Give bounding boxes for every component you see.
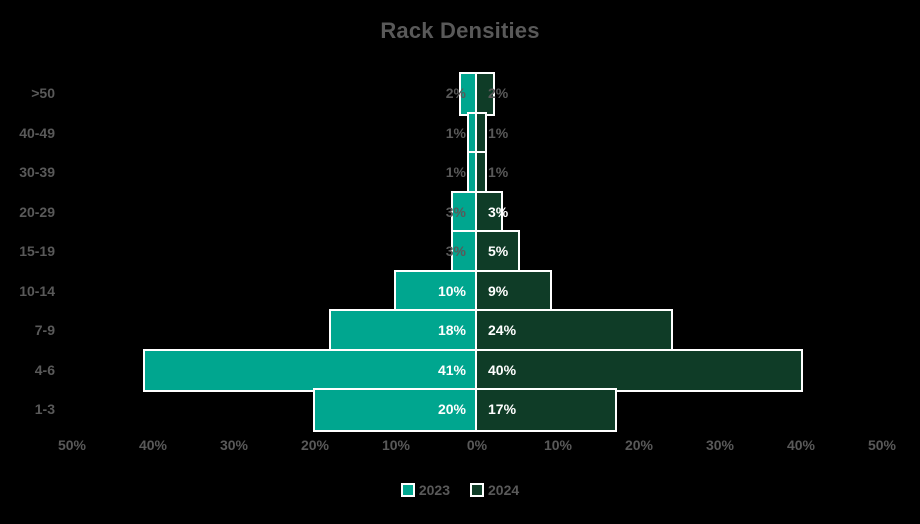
x-tick-label-8: 30% xyxy=(705,437,735,453)
category-label-30-39: 30-39 xyxy=(19,164,55,180)
legend: 2023 2024 xyxy=(0,482,920,498)
data-label-2023->50: 2% xyxy=(445,85,466,101)
legend-swatch-2024-icon xyxy=(470,483,484,497)
category-label-20-29: 20-29 xyxy=(19,203,55,220)
legend-swatch-2023-icon xyxy=(400,483,415,497)
x-tick-label-9: 40% xyxy=(786,437,816,453)
data-label-2024-7-9: 24% xyxy=(488,322,517,338)
x-tick-label-1: 40% xyxy=(138,437,168,453)
x-tick-label-6: 10% xyxy=(543,437,573,453)
bar-2024-4-6 xyxy=(475,348,803,392)
category-label-40-49: 40-49 xyxy=(19,124,55,141)
bar-2023-15-19 xyxy=(450,230,479,274)
bar-2023-10-14 xyxy=(394,269,479,313)
data-label-2024-15-19: 5% xyxy=(488,243,509,259)
x-tick-label-0: 50% xyxy=(57,437,87,453)
x-tick-label-7: 20% xyxy=(624,437,654,453)
bar-2024-40-49 xyxy=(475,111,488,155)
category-label-10-14: 10-14 xyxy=(19,282,55,299)
category-label-7-9: 7-9 xyxy=(34,322,55,338)
data-label-2024-10-14: 9% xyxy=(488,282,509,299)
data-label-2023-40-49: 1% xyxy=(445,124,466,141)
data-label-2024-40-49: 1% xyxy=(488,124,509,141)
data-label-2023-20-29: 3% xyxy=(445,203,466,220)
x-tick-label-4: 10% xyxy=(381,437,411,453)
legend-item-2024: 2024 xyxy=(470,482,519,498)
category-label-4-6: 4-6 xyxy=(34,361,55,378)
legend-label-2023: 2023 xyxy=(418,482,450,498)
x-tick-label-5: 0% xyxy=(466,437,488,453)
data-label-2023-30-39: 1% xyxy=(445,164,466,180)
category-label->50: >50 xyxy=(31,85,55,101)
data-label-2023-15-19: 3% xyxy=(445,243,466,259)
data-label-2024->50: 2% xyxy=(488,85,509,101)
x-tick-label-3: 20% xyxy=(300,437,330,453)
legend-label-2024: 2024 xyxy=(488,482,520,498)
x-tick-label-10: 50% xyxy=(867,437,897,453)
bar-2024-30-39 xyxy=(475,151,488,195)
data-label-2024-1-3: 17% xyxy=(488,401,517,417)
data-label-2024-20-29: 3% xyxy=(488,203,509,220)
category-label-15-19: 15-19 xyxy=(19,243,55,259)
data-label-2023-4-6: 41% xyxy=(437,361,466,378)
legend-item-2023: 2023 xyxy=(400,482,450,498)
x-tick-label-2: 30% xyxy=(219,437,249,453)
bar-2023-4-6 xyxy=(142,348,479,392)
bar-2024-7-9 xyxy=(475,309,674,353)
bar-2024-20-29 xyxy=(475,190,504,234)
chart-title: Rack Densities xyxy=(380,18,540,43)
bar-2024-1-3 xyxy=(475,388,617,432)
bar-2023-1-3 xyxy=(313,388,479,432)
bar-2024-10-14 xyxy=(475,269,552,313)
category-label-1-3: 1-3 xyxy=(34,401,55,417)
data-label-2023-10-14: 10% xyxy=(437,282,466,299)
data-label-2024-4-6: 40% xyxy=(488,361,517,378)
data-label-2024-30-39: 1% xyxy=(488,164,509,180)
data-label-2023-7-9: 18% xyxy=(437,322,466,338)
data-label-2023-1-3: 20% xyxy=(437,401,466,417)
